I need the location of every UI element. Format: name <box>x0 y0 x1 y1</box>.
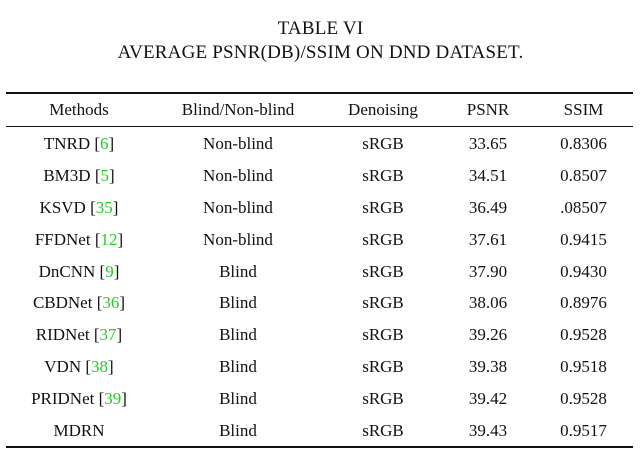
citation-link[interactable]: 9 <box>105 261 114 281</box>
table-body: TNRD [6] Non-blind sRGB 33.65 0.8306 BM3D [5]… <box>6 126 633 447</box>
blind-cell: Blind <box>219 293 257 313</box>
method-name: MDRN <box>53 420 105 440</box>
citation-link[interactable]: 37 <box>99 325 117 345</box>
psnr-cell: 39.42 <box>468 389 508 409</box>
ssim-cell: 0.9528 <box>560 389 607 409</box>
header-rule <box>6 126 633 127</box>
method-name: CBDNet <box>32 293 93 313</box>
table-row: TNRD [6] Non-blind sRGB 33.65 0.8306 <box>6 126 633 160</box>
citation-link[interactable]: 35 <box>95 197 113 217</box>
header-row: Methods Blind/Non-blind Denoising PSNR S… <box>6 94 633 126</box>
method-name: RIDNet <box>35 325 90 345</box>
header-methods: Methods <box>49 100 109 119</box>
method-cell: DnCNN [9] <box>38 261 120 281</box>
ssim-cell: 0.9528 <box>560 325 607 345</box>
bottom-rule <box>6 446 633 448</box>
psnr-cell: 37.61 <box>468 229 508 249</box>
method-name: KSVD <box>39 197 86 217</box>
blind-cell: Non-blind <box>203 133 273 153</box>
table-row: DnCNN [9] Blind sRGB 37.90 0.9430 <box>6 256 633 288</box>
method-cell: BM3D [5] <box>43 165 115 185</box>
table-row: MDRN Blind sRGB 39.43 0.9517 <box>6 415 633 447</box>
header-psnr: PSNR <box>466 100 510 119</box>
psnr-cell: 36.49 <box>468 197 508 217</box>
table-row: RIDNet [37] Blind sRGB 39.26 0.9528 <box>6 319 633 351</box>
denoising-cell: sRGB <box>362 325 404 345</box>
method-cell: VDN [38] <box>44 357 114 377</box>
psnr-cell: 38.06 <box>468 293 508 313</box>
blind-cell: Blind <box>219 420 257 440</box>
ssim-cell: 0.9518 <box>560 357 607 377</box>
method-cell: RIDNet [37] <box>35 325 123 345</box>
method-name: FFDNet <box>34 229 91 249</box>
denoising-cell: sRGB <box>362 357 404 377</box>
header-blind: Blind/Non-blind <box>181 100 295 119</box>
table-label: TABLE VI <box>277 18 364 39</box>
citation-link[interactable]: 39 <box>104 389 122 409</box>
method-cell: FFDNet [12] <box>34 229 124 249</box>
denoising-cell: sRGB <box>362 229 404 249</box>
psnr-cell: 39.38 <box>468 357 508 377</box>
blind-cell: Blind <box>219 325 257 345</box>
method-name: VDN <box>44 357 82 377</box>
citation-link[interactable]: 36 <box>102 293 120 313</box>
method-cell: PRIDNet [39] <box>31 389 127 409</box>
psnr-cell: 34.51 <box>468 165 508 185</box>
header-ssim: SSIM <box>563 100 604 119</box>
denoising-cell: sRGB <box>362 389 404 409</box>
blind-cell: Blind <box>219 357 257 377</box>
citation-link[interactable]: 12 <box>100 229 118 249</box>
denoising-cell: sRGB <box>362 293 404 313</box>
citation-link[interactable]: 5 <box>100 165 109 185</box>
table-row: FFDNet [12] Non-blind sRGB 37.61 0.9415 <box>6 224 633 256</box>
header-denoising: Denoising <box>348 100 418 119</box>
psnr-cell: 37.90 <box>468 261 508 281</box>
table-row: CBDNet [36] Blind sRGB 38.06 0.8976 <box>6 287 633 319</box>
denoising-cell: sRGB <box>362 261 404 281</box>
psnr-cell: 39.26 <box>468 325 508 345</box>
method-name: BM3D <box>43 165 91 185</box>
method-cell: TNRD [6] <box>43 133 115 153</box>
ssim-cell: 0.8976 <box>560 293 607 313</box>
method-name: DnCNN <box>38 261 96 281</box>
ssim-cell: 0.8306 <box>560 133 607 153</box>
blind-cell: Non-blind <box>203 229 273 249</box>
blind-cell: Blind <box>219 389 257 409</box>
table-row: PRIDNet [39] Blind sRGB 39.42 0.9528 <box>6 383 633 415</box>
ssim-cell: 0.9517 <box>560 420 607 440</box>
psnr-cell: 39.43 <box>468 420 508 440</box>
method-cell: CBDNet [36] <box>32 293 126 313</box>
denoising-cell: sRGB <box>362 420 404 440</box>
citation-link[interactable]: 38 <box>91 357 109 377</box>
ssim-cell: 0.9415 <box>560 229 607 249</box>
table-row: BM3D [5] Non-blind sRGB 34.51 0.8507 <box>6 160 633 192</box>
method-cell: KSVD [35] <box>39 197 119 217</box>
denoising-cell: sRGB <box>362 165 404 185</box>
blind-cell: Blind <box>219 261 257 281</box>
table-row: KSVD [35] Non-blind sRGB 36.49 .08507 <box>6 192 633 224</box>
method-cell: MDRN <box>6 415 152 447</box>
top-rule <box>6 92 633 94</box>
blind-cell: Non-blind <box>203 197 273 217</box>
method-name: TNRD <box>43 133 91 153</box>
denoising-cell: sRGB <box>362 133 404 153</box>
table-row: VDN [38] Blind sRGB 39.38 0.9518 <box>6 351 633 383</box>
ssim-cell: 0.8507 <box>560 165 607 185</box>
psnr-cell: 33.65 <box>468 133 508 153</box>
results-table: Methods Blind/Non-blind Denoising PSNR S… <box>6 94 633 447</box>
ssim-cell: .08507 <box>560 197 607 217</box>
table-title: AVERAGE PSNR(DB)/SSIM ON DND DATASET. <box>117 42 524 63</box>
ssim-cell: 0.9430 <box>560 261 607 281</box>
method-name: PRIDNet <box>31 389 95 409</box>
blind-cell: Non-blind <box>203 165 273 185</box>
citation-link[interactable]: 6 <box>100 133 109 153</box>
denoising-cell: sRGB <box>362 197 404 217</box>
